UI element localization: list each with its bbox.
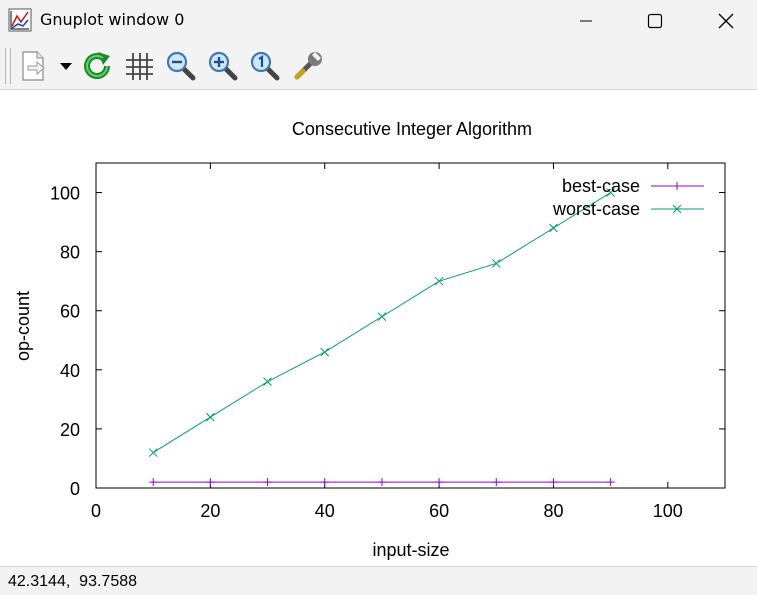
data-point-worst-case-6-b (491, 259, 501, 268)
data-point-worst-case-3-b (320, 347, 330, 357)
replot-button[interactable] (80, 47, 114, 85)
x-tick-label-1: 20 (200, 501, 220, 521)
options-button[interactable] (290, 47, 326, 85)
data-point-worst-case-3 (320, 347, 330, 357)
toolbar-grip[interactable] (5, 48, 11, 84)
data-point-worst-case-7 (549, 223, 558, 233)
data-point-worst-case-8-b (606, 188, 615, 197)
data-point-best-case-5 (435, 478, 444, 487)
y-tick-label-5: 100 (50, 184, 80, 204)
replot-icon (84, 52, 110, 79)
zoom-out-icon (166, 51, 196, 81)
zoom-in-icon (208, 51, 238, 81)
close-button[interactable] (703, 0, 749, 42)
data-point-worst-case-5-b (434, 276, 444, 286)
cursor-coordinates: 42.3144, 93.7588 (8, 573, 138, 590)
data-point-worst-case-8 (606, 188, 615, 197)
legend-marker-best-case (673, 182, 681, 190)
y-tick-label-3: 60 (60, 302, 80, 322)
status-bar: 42.3144, 93.7588 (0, 566, 757, 595)
y-tick-label-4: 80 (60, 243, 80, 263)
data-point-worst-case-6 (491, 259, 501, 268)
data-point-best-case-3 (320, 478, 329, 487)
data-point-worst-case-1 (206, 412, 215, 422)
x-tick-label-4: 80 (543, 501, 563, 521)
gnuplot-app-icon (8, 8, 32, 32)
data-point-worst-case-4 (377, 312, 387, 321)
minimize-button[interactable] (563, 0, 609, 42)
dropdown-arrow-icon (60, 63, 72, 70)
data-point-worst-case-1-b (206, 412, 215, 422)
window-title: Gnuplot window 0 (40, 10, 185, 29)
grid-toggle-button[interactable] (122, 47, 156, 85)
title-bar: Gnuplot window 0 (0, 0, 757, 42)
series-line-worst-case (152, 192, 611, 453)
y-axis-label: op-count (13, 291, 33, 361)
toolbar (0, 42, 757, 90)
y-tick-label-2: 40 (60, 361, 80, 381)
maximize-button[interactable] (632, 0, 678, 42)
maximize-icon (647, 13, 663, 29)
x-tick-label-3: 60 (429, 501, 449, 521)
legend-label-best-case: best-case (562, 176, 640, 196)
options-wrench-icon (294, 52, 322, 80)
minimize-icon (580, 20, 592, 22)
legend-marker-worst-case-b (672, 204, 682, 214)
zoom-out-button[interactable] (164, 47, 198, 85)
data-point-best-case-6 (492, 478, 501, 487)
data-point-worst-case-0 (148, 448, 158, 457)
export-button[interactable] (16, 47, 50, 85)
data-point-best-case-2 (263, 478, 272, 487)
x-tick-label-5: 100 (653, 501, 683, 521)
legend-marker-worst-case (672, 204, 682, 214)
data-point-worst-case-4-b (377, 312, 387, 321)
data-point-worst-case-7-b (549, 223, 558, 233)
zoom-reset-button[interactable] (248, 47, 282, 85)
data-point-best-case-7 (549, 478, 558, 487)
x-tick-label-0: 0 (91, 501, 101, 521)
x-tick-label-2: 40 (315, 501, 335, 521)
x-axis-label: input-size (372, 540, 449, 560)
data-point-best-case-4 (377, 478, 386, 487)
data-point-best-case-0 (149, 478, 158, 487)
zoom-in-button[interactable] (206, 47, 240, 85)
y-tick-label-1: 20 (60, 420, 80, 440)
export-dropdown-button[interactable] (56, 47, 76, 85)
y-tick-label-0: 0 (70, 479, 80, 499)
grid-icon (126, 53, 153, 80)
data-point-worst-case-2-b (263, 377, 272, 386)
zoom-reset-icon (250, 51, 280, 81)
chart[interactable]: Consecutive Integer Algorithm input-size… (0, 90, 757, 566)
data-point-best-case-8 (606, 478, 615, 487)
data-point-worst-case-5 (434, 276, 444, 286)
data-point-best-case-1 (206, 478, 215, 487)
export-menu-icon (22, 51, 45, 81)
data-point-worst-case-0-b (148, 448, 158, 457)
plot-border (95, 162, 726, 489)
chart-title: Consecutive Integer Algorithm (292, 119, 532, 139)
plot-area[interactable]: Consecutive Integer Algorithm input-size… (0, 90, 757, 566)
legend-label-worst-case: worst-case (552, 199, 640, 219)
close-icon (718, 13, 734, 29)
data-point-worst-case-2 (263, 377, 272, 386)
